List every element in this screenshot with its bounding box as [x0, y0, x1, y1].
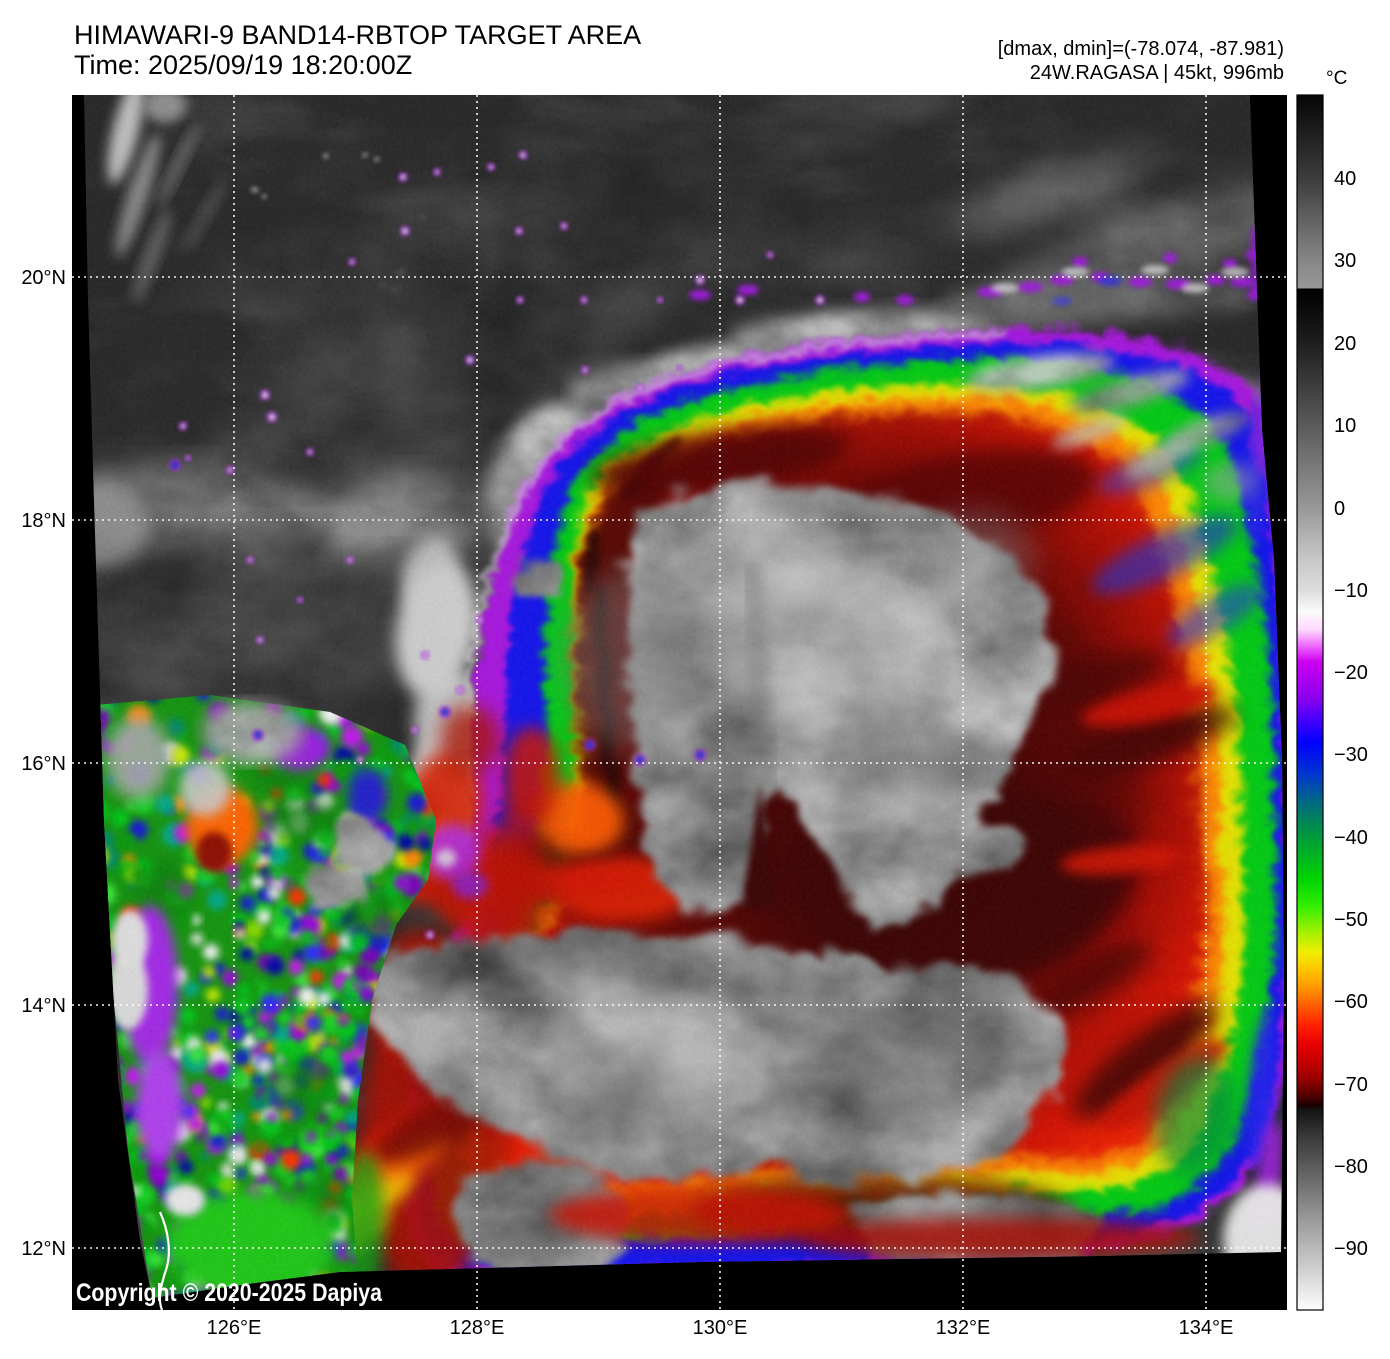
svg-text:−40: −40 — [1334, 827, 1368, 849]
svg-text:132°E: 132°E — [936, 1317, 991, 1339]
svg-text:[dmax, dmin]=(-78.074, -87.981: [dmax, dmin]=(-78.074, -87.981) — [998, 38, 1284, 60]
svg-text:18°N: 18°N — [21, 510, 66, 532]
svg-text:−20: −20 — [1334, 662, 1368, 684]
svg-text:24W.RAGASA | 45kt, 996mb: 24W.RAGASA | 45kt, 996mb — [1030, 62, 1284, 84]
svg-text:30: 30 — [1334, 250, 1356, 272]
svg-text:16°N: 16°N — [21, 753, 66, 775]
svg-text:20: 20 — [1334, 333, 1356, 355]
svg-text:−70: −70 — [1334, 1074, 1368, 1096]
svg-text:134°E: 134°E — [1179, 1317, 1234, 1339]
svg-text:126°E: 126°E — [207, 1317, 262, 1339]
svg-text:Time: 2025/09/19 18:20:00Z: Time: 2025/09/19 18:20:00Z — [74, 50, 412, 80]
svg-text:−10: −10 — [1334, 580, 1368, 602]
svg-text:14°N: 14°N — [21, 995, 66, 1017]
svg-text:20°N: 20°N — [21, 267, 66, 289]
svg-text:Copyright © 2020-2025 Dapiya: Copyright © 2020-2025 Dapiya — [76, 1279, 383, 1307]
svg-text:128°E: 128°E — [450, 1317, 505, 1339]
svg-text:−50: −50 — [1334, 909, 1368, 931]
svg-text:−90: −90 — [1334, 1238, 1368, 1260]
svg-text:12°N: 12°N — [21, 1238, 66, 1260]
svg-text:−30: −30 — [1334, 744, 1368, 766]
svg-text:10: 10 — [1334, 415, 1356, 437]
svg-text:0: 0 — [1334, 498, 1345, 520]
svg-text:−60: −60 — [1334, 991, 1368, 1013]
svg-text:130°E: 130°E — [693, 1317, 748, 1339]
svg-text:HIMAWARI-9 BAND14-RBTOP TARGET: HIMAWARI-9 BAND14-RBTOP TARGET AREA — [74, 20, 641, 50]
svg-text:−80: −80 — [1334, 1156, 1368, 1178]
svg-text:°C: °C — [1326, 68, 1347, 89]
svg-text:40: 40 — [1334, 168, 1356, 190]
